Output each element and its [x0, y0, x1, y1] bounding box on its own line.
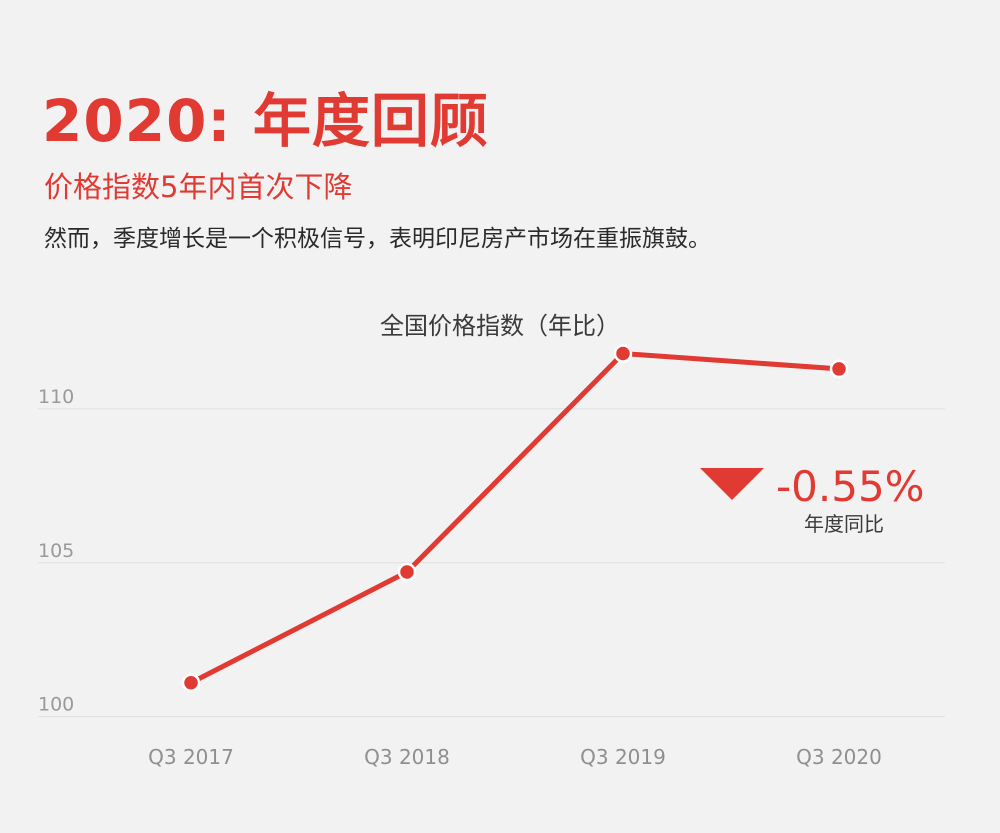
data-point [397, 562, 417, 582]
x-tick-label: Q3 2019 [580, 745, 666, 769]
y-axis-ticks: 100 105 110 [38, 386, 74, 716]
x-tick-label: Q3 2020 [796, 745, 882, 769]
y-tick-label: 105 [38, 540, 74, 562]
data-point [181, 673, 201, 693]
chart-gridlines [38, 408, 945, 718]
y-tick-label: 100 [38, 694, 74, 716]
page-title: 2020: 年度回顾 [42, 87, 489, 155]
data-point [829, 359, 849, 379]
change-value: -0.55% [776, 462, 925, 511]
series-line [188, 351, 842, 686]
x-axis-ticks: Q3 2017 Q3 2018 Q3 2019 Q3 2020 [148, 745, 882, 769]
page-subtitle: 价格指数5年内首次下降 [44, 170, 353, 204]
x-tick-label: Q3 2018 [364, 745, 450, 769]
x-tick-label: Q3 2017 [148, 745, 234, 769]
page-description: 然而，季度增长是一个积极信号，表明印尼房产市场在重振旗鼓。 [44, 226, 711, 252]
data-point [613, 344, 633, 363]
chart-series [181, 344, 849, 693]
y-tick-label: 110 [38, 386, 74, 408]
chart-title: 全国价格指数（年比） [380, 312, 620, 340]
triangle-down-icon [700, 468, 764, 500]
change-label: 年度同比 [804, 512, 884, 536]
